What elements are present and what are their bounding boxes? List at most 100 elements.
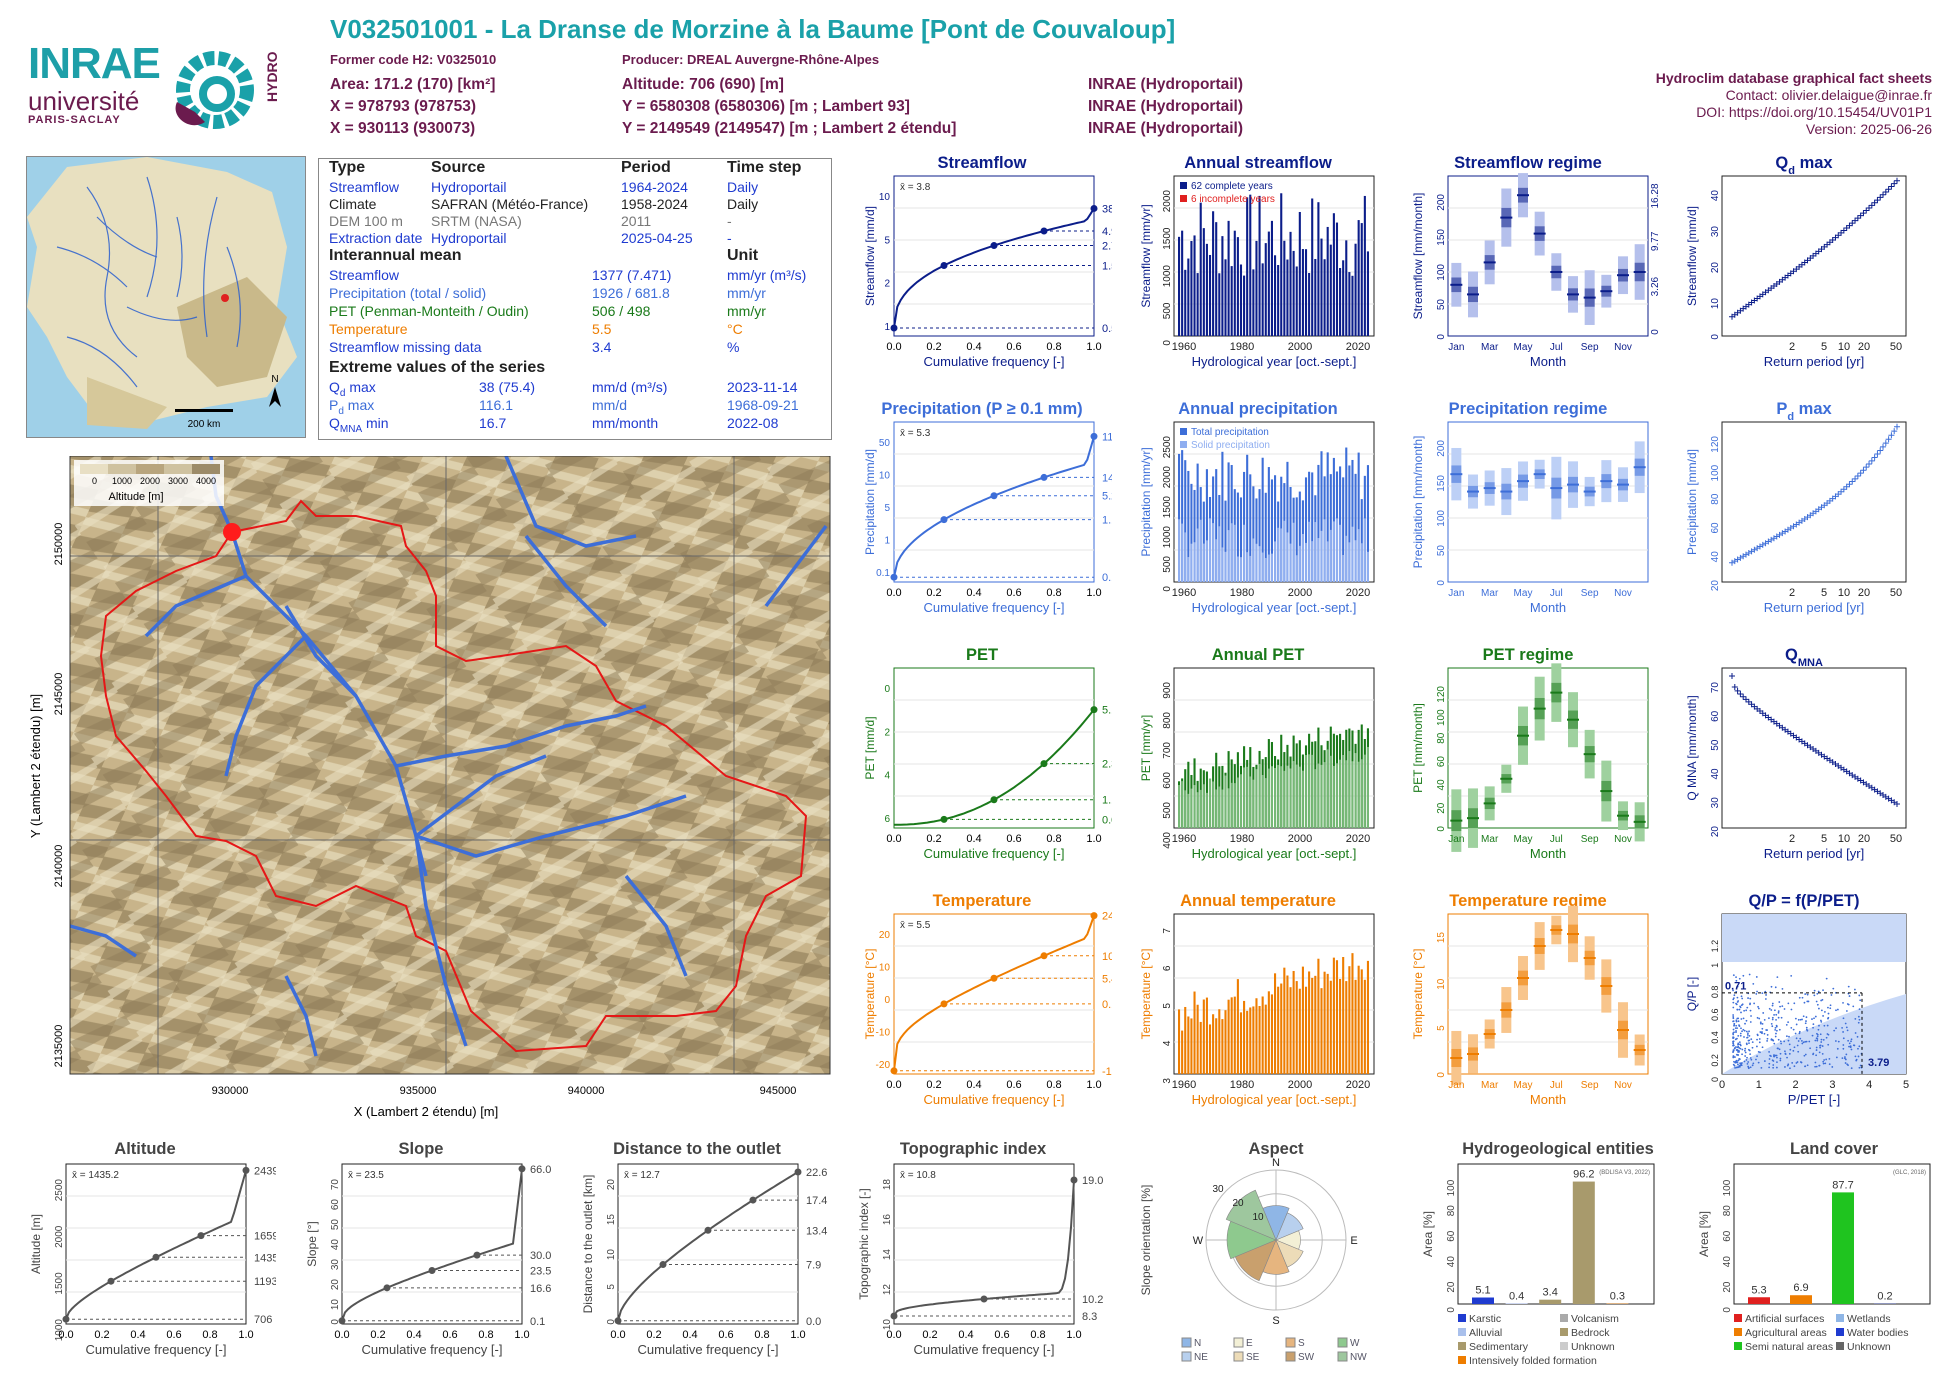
right-tick-label: 5.1	[1102, 705, 1112, 717]
month-tick-label: Mar	[1481, 342, 1499, 353]
bar-secondary	[1308, 754, 1311, 828]
qp-point	[1815, 1000, 1818, 1003]
bar	[1178, 1009, 1181, 1074]
bar-secondary	[1339, 524, 1342, 582]
y-tick-label: 40	[1722, 1256, 1733, 1268]
y-tick-label: 0	[1446, 1307, 1457, 1313]
qp-point	[1738, 1041, 1741, 1044]
universite-wordmark: université	[28, 86, 140, 116]
y-axis-label: Topographic index [-]	[857, 1188, 871, 1299]
panel-distance: Distance to the outlet 22.6 17.4 13.4 7.9 0.0…	[581, 1140, 827, 1357]
qp-point	[1761, 1031, 1763, 1033]
qp-point	[1735, 1029, 1737, 1032]
qp-point	[1732, 1020, 1734, 1023]
info-source: Hydroportail	[431, 230, 507, 246]
bar	[1208, 1024, 1212, 1074]
y-tick-label: 60	[1436, 756, 1447, 768]
bar-secondary	[1218, 786, 1221, 828]
qp-point	[1750, 1015, 1752, 1017]
return-point	[1888, 432, 1895, 439]
y-tick-label: 100	[1446, 1179, 1457, 1196]
info-period: 2025-04-25	[621, 230, 693, 246]
x-tick-label: 0.8	[202, 1329, 217, 1341]
qp-point	[1793, 1046, 1796, 1049]
qp-point	[1737, 1059, 1740, 1062]
month-tick-label: Jul	[1550, 342, 1563, 353]
bar-secondary	[1255, 543, 1258, 582]
return-point	[1854, 473, 1861, 480]
qp-point	[1732, 997, 1735, 1000]
qp-point	[1815, 1046, 1818, 1049]
bar-secondary	[1335, 763, 1339, 828]
x-tick-label: 5	[1821, 587, 1827, 599]
right-tick-label: 2439	[254, 1165, 276, 1177]
quantile-point	[890, 1067, 898, 1075]
qp-point	[1771, 1004, 1774, 1007]
bar-value-label: 0.3	[1610, 1291, 1625, 1303]
quantile-point	[1090, 912, 1098, 920]
qp-point	[1756, 990, 1758, 993]
legend-swatch	[1180, 428, 1187, 435]
extreme-unit: mm/d (m³/s)	[592, 379, 668, 395]
qp-point	[1736, 996, 1739, 999]
x-axis-label: Return period [yr]	[1764, 846, 1864, 861]
left-tick-label: 1000	[54, 1319, 65, 1342]
qp-point	[1737, 1020, 1740, 1023]
right-tick-label: 16.28	[1650, 183, 1661, 208]
return-point	[1894, 423, 1900, 430]
bar-secondary	[1360, 543, 1363, 582]
panel-streamflow_regime: Streamflow regime 0 50 100 150 200 Jan Mar May Ju…	[1411, 154, 1661, 369]
x-tick-label: 0.4	[966, 833, 981, 845]
qp-point	[1777, 1047, 1779, 1050]
qp-point	[1845, 1010, 1848, 1012]
legend-swatch	[1836, 1314, 1844, 1322]
x-tick-label: 5	[1821, 341, 1827, 353]
legend-swatch	[1337, 1351, 1348, 1362]
quantile-point	[890, 324, 898, 332]
qp-point	[1820, 999, 1823, 1002]
return-point	[1860, 467, 1867, 474]
month-tick-label: Jul	[1550, 588, 1563, 599]
y-lambert93: Y = 6580308 (6580306) [m ; Lambert 93]	[622, 98, 910, 115]
x-axis-label: P/PET [-]	[1788, 1092, 1841, 1107]
x-tick-label: 1980	[1230, 833, 1254, 845]
legend-tick-3: 3000	[168, 476, 188, 486]
qp-point	[1732, 1044, 1735, 1047]
qp-point	[1756, 1038, 1758, 1041]
legend-label: Alluvial	[1469, 1327, 1502, 1339]
qp-point	[1732, 1042, 1734, 1044]
bar	[1227, 220, 1230, 336]
x-tick-label: 0.4	[958, 1329, 973, 1341]
qp-point	[1858, 994, 1861, 997]
qp-point	[1779, 1005, 1781, 1008]
bar-secondary	[1304, 755, 1308, 828]
bar	[1193, 991, 1196, 1074]
qp-point	[1736, 1063, 1739, 1066]
qp-point	[1799, 1061, 1802, 1063]
qp-point	[1761, 1027, 1764, 1030]
x-tick-label: 1.0	[1086, 1079, 1101, 1091]
y-tick-label: 15	[1436, 932, 1447, 944]
bar	[1283, 240, 1286, 336]
panel-title-main: Temperature	[933, 892, 1032, 910]
qp-point	[1732, 1049, 1735, 1052]
panel-altitude: Altitude 2439 1659 1435 1193 706 x̄ = 1435.2 10…	[29, 1140, 276, 1357]
bar	[1270, 994, 1273, 1074]
y-tick-label: 500	[1162, 302, 1173, 319]
return-point	[1891, 428, 1898, 435]
qp-point	[1737, 1054, 1739, 1056]
qp-point	[1812, 1053, 1814, 1056]
bar-secondary	[1320, 764, 1323, 828]
info-step: Daily	[727, 179, 759, 195]
quantile-point	[659, 1261, 667, 1269]
qp-point	[1798, 1030, 1801, 1033]
qp-point	[1818, 1064, 1821, 1067]
quantile-point	[940, 815, 948, 823]
quantile-point	[1040, 473, 1048, 481]
right-tick-label: 1435	[254, 1252, 276, 1264]
qp-point	[1732, 974, 1735, 977]
qp-point	[1756, 1055, 1758, 1058]
month-tick-label: May	[1514, 588, 1533, 599]
quantile-point	[890, 573, 898, 581]
bar	[1572, 1181, 1595, 1304]
